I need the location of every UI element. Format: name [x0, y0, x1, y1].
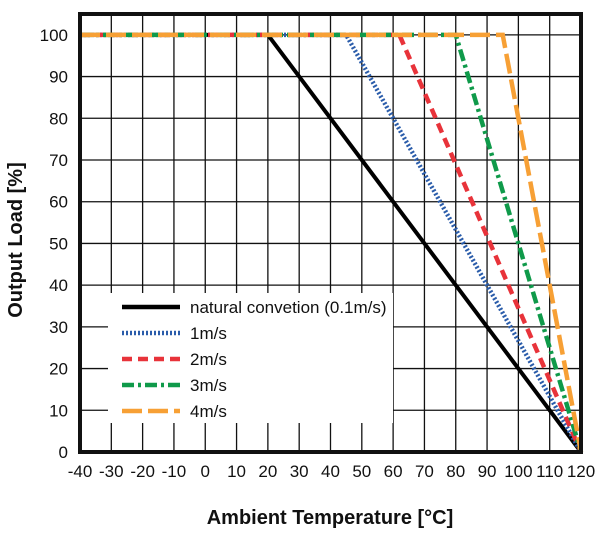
x-tick-label: 40 — [321, 462, 340, 481]
y-tick-label: 40 — [49, 276, 68, 295]
legend-label-4: 4m/s — [190, 402, 227, 421]
series-line-4 — [80, 32, 584, 453]
x-tick-label: 50 — [352, 462, 371, 481]
y-tick-label: 30 — [49, 318, 68, 337]
y-axis-label: Output Load [%] — [5, 162, 27, 318]
legend-label-3: 3m/s — [190, 376, 227, 395]
x-tick-label: 100 — [504, 462, 532, 481]
legend: natural convetion (0.1m/s) 1m/s 2m/s 3m/s 4m… — [108, 293, 393, 423]
y-tick-label: 70 — [49, 151, 68, 170]
x-tick-label: 90 — [478, 462, 497, 481]
x-tick-label: -30 — [99, 462, 124, 481]
series-lines — [80, 32, 584, 454]
y-tick-label: 90 — [49, 68, 68, 87]
x-tick-label: 110 — [536, 462, 563, 481]
x-axis-label: Ambient Temperature [°C] — [207, 507, 454, 529]
legend-label-2: 2m/s — [190, 350, 227, 369]
x-tick-label: 20 — [258, 462, 277, 481]
y-tick-label: 60 — [49, 193, 68, 212]
legend-label-0: natural convetion (0.1m/s) — [190, 298, 387, 317]
x-tick-label: 30 — [290, 462, 309, 481]
legend-label-1: 1m/s — [190, 324, 227, 343]
y-tick-label: 80 — [49, 109, 68, 128]
y-tick-label: 20 — [49, 360, 68, 379]
x-tick-label: -20 — [130, 462, 155, 481]
x-tick-label: 0 — [201, 462, 210, 481]
x-tick-label: 70 — [415, 462, 434, 481]
y-tick-label: 10 — [49, 401, 68, 420]
y-tick-label: 0 — [59, 443, 68, 462]
plot-frame — [78, 12, 583, 454]
x-tick-label: 120 — [567, 462, 595, 481]
x-tick-label: 10 — [227, 462, 246, 481]
tick-labels: -40 -30 -20 -10 0 10 20 30 40 50 60 70 80 90 100 110 120… — [40, 26, 596, 481]
y-tick-label: 100 — [40, 26, 68, 45]
y-tick-label: 50 — [49, 234, 68, 253]
x-tick-label: 60 — [384, 462, 403, 481]
x-tick-label: -10 — [162, 462, 187, 481]
x-tick-label: 80 — [446, 462, 465, 481]
x-tick-label: -40 — [68, 462, 93, 481]
